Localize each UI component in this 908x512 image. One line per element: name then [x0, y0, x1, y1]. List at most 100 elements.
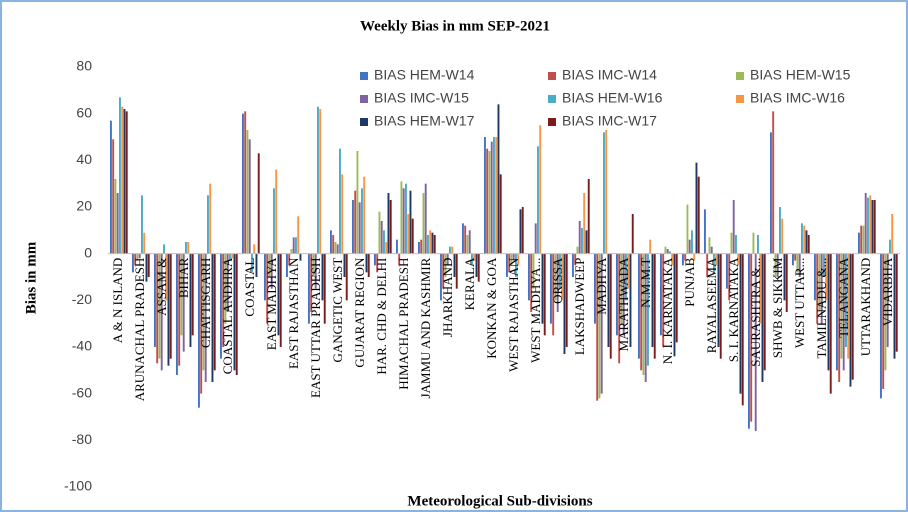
bar [860, 225, 863, 254]
bar [273, 188, 275, 254]
bar [869, 195, 872, 254]
x-tick-label: UTTARAKHAND [858, 258, 873, 357]
legend-label: BIAS HEM-W15 [750, 67, 851, 83]
bar [886, 253, 889, 347]
bar [257, 153, 260, 254]
bar [891, 214, 894, 254]
bar [750, 253, 753, 422]
bar [583, 193, 586, 254]
bar [693, 253, 696, 261]
bar [449, 246, 451, 254]
bar [884, 253, 887, 371]
bar [829, 253, 832, 394]
bar [862, 225, 865, 254]
bar [251, 253, 253, 273]
bar [380, 221, 383, 254]
bar [622, 253, 625, 336]
legend-swatch [360, 95, 368, 103]
bar [466, 235, 469, 254]
bar [673, 253, 676, 357]
bar [387, 193, 390, 254]
bar [253, 244, 256, 254]
bar [483, 137, 486, 254]
legend-swatch [736, 72, 744, 80]
legend-label: BIAS IMC-W16 [750, 90, 845, 106]
bar [442, 253, 445, 289]
x-tick-label: SAURASHTRA &... [748, 258, 763, 367]
x-tick-label: A & N ISLAND [110, 258, 125, 344]
bar [587, 179, 590, 254]
bar [653, 253, 656, 359]
x-tick-label: CHATTISGARH [198, 258, 213, 348]
bar [774, 253, 777, 277]
bar [263, 253, 266, 301]
bar [285, 253, 288, 277]
bar [647, 253, 649, 366]
bar [644, 253, 647, 382]
bar [266, 253, 269, 324]
bar [189, 253, 192, 347]
legend-label: BIAS IMC-W14 [562, 67, 657, 83]
bar [882, 253, 885, 389]
bar [411, 218, 414, 254]
bar [233, 253, 236, 371]
x-tick-label: COASTAL ANDHRA [220, 257, 235, 374]
bar [798, 253, 801, 277]
bar [816, 253, 819, 324]
x-tick-label: GANGETIC WEST [330, 258, 345, 363]
bar [561, 253, 564, 301]
bar [145, 253, 148, 282]
x-tick-label: MARATHWADA [616, 257, 631, 352]
bar [517, 253, 520, 266]
bar [455, 253, 458, 289]
bar [543, 253, 546, 336]
bar [405, 183, 407, 254]
x-tick-label: KERALA [462, 257, 477, 310]
bar [288, 253, 291, 266]
bar [121, 106, 124, 254]
x-tick-label: TAMILNADU &... [814, 258, 829, 359]
legend-label: BIAS HEM-W17 [374, 113, 475, 129]
bar [339, 148, 341, 254]
bar [200, 253, 203, 394]
bar [735, 235, 737, 254]
bar [697, 176, 700, 254]
bar [857, 232, 860, 254]
bar [277, 253, 280, 336]
bar [769, 132, 772, 254]
bar [136, 253, 139, 261]
bar [187, 242, 190, 254]
x-tick-label: LAKSHADWEEP [572, 258, 587, 356]
bar [686, 204, 689, 254]
bar [666, 249, 669, 254]
y-tick-label: -60 [72, 384, 92, 400]
bar [763, 253, 766, 371]
bar [468, 230, 471, 254]
x-tick-label: WEST RAJASTHAN [506, 257, 521, 372]
bar [385, 242, 388, 254]
bar [684, 253, 687, 261]
bar [725, 253, 728, 289]
bar [341, 174, 344, 254]
bar [779, 207, 781, 254]
bar [213, 253, 216, 371]
bar [675, 253, 678, 343]
x-tick-label: PUNJAB [682, 257, 697, 306]
bar [167, 253, 170, 366]
bar [669, 251, 671, 254]
bar [319, 109, 322, 254]
bar [248, 139, 251, 254]
bar [204, 253, 207, 382]
bar [825, 253, 828, 301]
y-tick-label: -80 [72, 431, 92, 447]
bar [497, 104, 500, 254]
bar [427, 235, 429, 254]
bar [358, 202, 361, 254]
bar [598, 253, 601, 399]
bar [417, 242, 420, 254]
bar [444, 253, 447, 277]
bar [235, 253, 238, 375]
bar [493, 137, 495, 254]
bar [211, 253, 214, 382]
bar [109, 120, 112, 254]
